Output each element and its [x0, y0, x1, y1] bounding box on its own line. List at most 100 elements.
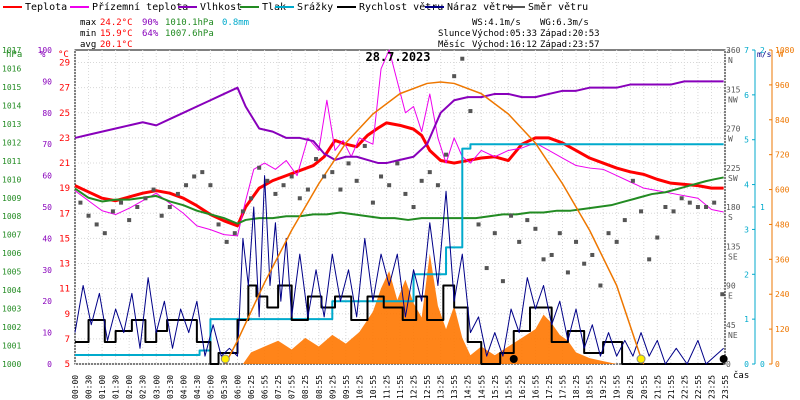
- hpa-tick-label: 1010: [2, 175, 21, 184]
- wind-direction-point: [411, 205, 416, 209]
- wind-direction-point: [395, 161, 400, 166]
- axis-layer: 2927252321191715131197510171016101510141…: [2, 46, 794, 399]
- wind-direction-point: [500, 279, 505, 284]
- pct-tick-label: 50: [42, 203, 52, 212]
- temp-tick-label: 21: [59, 159, 70, 169]
- pct-unit: %: [40, 50, 46, 60]
- time-tick-label: 18:55: [586, 375, 595, 399]
- time-tick-label: 11:25: [382, 375, 391, 399]
- wind-direction-point: [549, 252, 554, 257]
- time-tick-label: 02:30: [139, 375, 148, 399]
- w-tick-label: 840: [775, 116, 790, 125]
- pct-tick-label: 80: [42, 109, 52, 118]
- time-tick-label: 15:55: [504, 375, 513, 399]
- pct-tick-label: 100: [38, 46, 53, 55]
- wind-direction-point: [492, 231, 497, 236]
- sun-marker: [636, 354, 646, 364]
- wind-direction-point: [86, 213, 91, 218]
- astro-block: WS:4.1m/s WG:6.3m/s Slunce Východ:05:33 …: [438, 18, 600, 50]
- wind-direction-point: [192, 174, 197, 179]
- hpa-tick-label: 1001: [2, 342, 21, 351]
- wind-direction-point: [419, 178, 424, 183]
- wind-direction-point: [663, 205, 668, 209]
- wind-direction-point: [78, 200, 83, 205]
- wind-direction-point: [704, 205, 709, 209]
- rain-tick-label: 4: [744, 181, 749, 190]
- wind-direction-point: [200, 170, 205, 175]
- hpa-tick-label: 1017: [2, 46, 21, 55]
- area-layer: [242, 253, 617, 364]
- dir-tick-label: 135: [726, 242, 741, 251]
- temp-tick-label: 29: [59, 59, 70, 69]
- stat-max-hum: 90%: [142, 18, 159, 28]
- wind-direction-point: [444, 152, 449, 157]
- wind-direction-point: [314, 157, 319, 162]
- temp-tick-label: 19: [59, 184, 70, 194]
- wind-direction-point: [102, 231, 107, 236]
- time-tick-label: 09:55: [342, 375, 351, 399]
- wind-direction-point: [249, 196, 254, 201]
- time-tick-label: 21:25: [653, 375, 662, 399]
- wind-direction-point: [484, 266, 489, 271]
- time-tick-label: 05:30: [220, 375, 229, 399]
- time-tick-label: 21:55: [667, 375, 676, 399]
- sun-label: Slunce: [438, 29, 471, 39]
- pct-tick-label: 30: [42, 266, 52, 275]
- sun-marker: [220, 354, 230, 364]
- temp-tick-label: 17: [59, 209, 70, 219]
- w-tick-label: 240: [775, 290, 790, 299]
- wind-direction-point: [582, 261, 587, 266]
- time-tick-label: 14:55: [477, 375, 486, 399]
- time-tick-label: 03:30: [166, 375, 175, 399]
- wind-direction-point: [265, 178, 270, 183]
- hpa-tick-label: 1002: [2, 323, 21, 332]
- hpa-tick-label: 1014: [2, 101, 21, 110]
- time-tick-label: 13:55: [450, 375, 459, 399]
- stat-max-temp: 24.2°C: [100, 18, 133, 28]
- wind-direction-point: [297, 196, 302, 201]
- wind-direction-point: [354, 178, 359, 183]
- series-line-rychlost-větru: [75, 284, 724, 365]
- wind-direction-point: [143, 196, 148, 201]
- hpa-tick-label: 1006: [2, 249, 21, 258]
- rain-tick-label: 2: [744, 270, 749, 279]
- series-line-vlhkost: [74, 80, 724, 165]
- stat-min-press: 1007.6hPa: [165, 29, 214, 39]
- wind-direction-point: [468, 109, 473, 114]
- time-tick-label: 17:55: [559, 375, 568, 399]
- time-tick-label: 06:55: [261, 375, 270, 399]
- hpa-tick-label: 1009: [2, 194, 21, 203]
- rain-tick-label: 3: [744, 225, 749, 234]
- w-tick-label: 1080: [775, 46, 794, 55]
- temp-tick-label: 27: [59, 84, 70, 94]
- legend-srazky: Srážky: [297, 1, 333, 13]
- dir-tick-label: 270: [726, 125, 741, 134]
- pct-tick-label: 0: [47, 360, 52, 369]
- time-tick-label: 11:55: [396, 375, 405, 399]
- dir-tick-label: 45: [726, 321, 736, 330]
- rain-tick-label: 6: [744, 91, 749, 100]
- time-tick-label: 18:25: [572, 375, 581, 399]
- time-tick-label: 17:25: [545, 375, 554, 399]
- wind-direction-point: [184, 183, 189, 188]
- wind-direction-point: [639, 209, 644, 214]
- wind-direction-point: [257, 165, 262, 170]
- wind-direction-point: [427, 170, 432, 175]
- time-tick-label: 10:25: [355, 375, 364, 399]
- stats-block: max 24.2°C 90% 1010.1hPa 0.8mm min 15.9°…: [80, 18, 249, 50]
- wind-direction-point: [541, 257, 546, 262]
- time-tick-label: 12:25: [410, 375, 419, 399]
- wind-direction-point: [565, 270, 570, 275]
- w-tick-label: 960: [775, 81, 790, 90]
- wind-direction-point: [509, 213, 514, 218]
- wind-direction-point: [557, 231, 562, 236]
- dir-tick-label: 225: [726, 164, 741, 173]
- temp-unit: °C: [58, 50, 69, 60]
- wind-direction-point: [517, 239, 522, 244]
- wind-direction-point: [647, 257, 652, 262]
- dir-compass-label: S: [728, 213, 733, 222]
- hpa-unit: hPa: [6, 50, 22, 60]
- wind-direction-point: [151, 187, 156, 192]
- wind-direction-point: [574, 239, 579, 244]
